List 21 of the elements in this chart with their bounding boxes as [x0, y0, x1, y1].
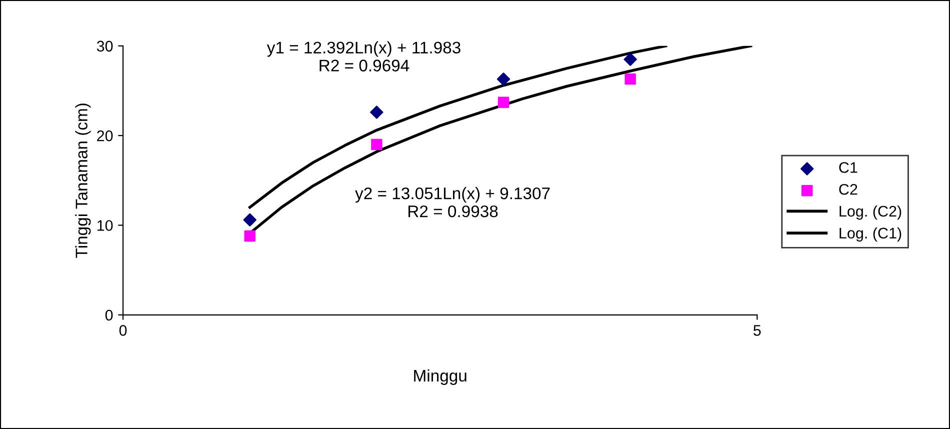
y-tick-label: 30 [96, 40, 113, 52]
point [498, 96, 510, 108]
point [371, 138, 382, 150]
y-axis-title: Tinggi Tanaman (cm) [75, 104, 91, 258]
point [624, 73, 636, 85]
x-axis-title: Minggu [414, 369, 466, 385]
legend-label: Log. (C2) [840, 205, 902, 220]
y-tick-label: 0 [105, 310, 113, 321]
legend-label: C2 [839, 184, 858, 195]
legend-label: Log. (C1) [840, 227, 902, 242]
annotation: y1 = 12.392Ln(x) + 11.983 R2 = 0.9694 [266, 41, 460, 72]
point [496, 72, 510, 86]
x-tick-label: 5 [754, 325, 761, 336]
point [243, 213, 256, 226]
point [244, 230, 256, 242]
point [624, 52, 637, 66]
y-tick-label: 20 [97, 130, 113, 142]
point [370, 106, 384, 119]
annotation: y2 = 13.051Ln(x) + 9.1307 R2 = 0.9938 [355, 187, 550, 218]
y-tick-label: 10 [97, 220, 113, 231]
legend-label: C1 [839, 162, 858, 173]
